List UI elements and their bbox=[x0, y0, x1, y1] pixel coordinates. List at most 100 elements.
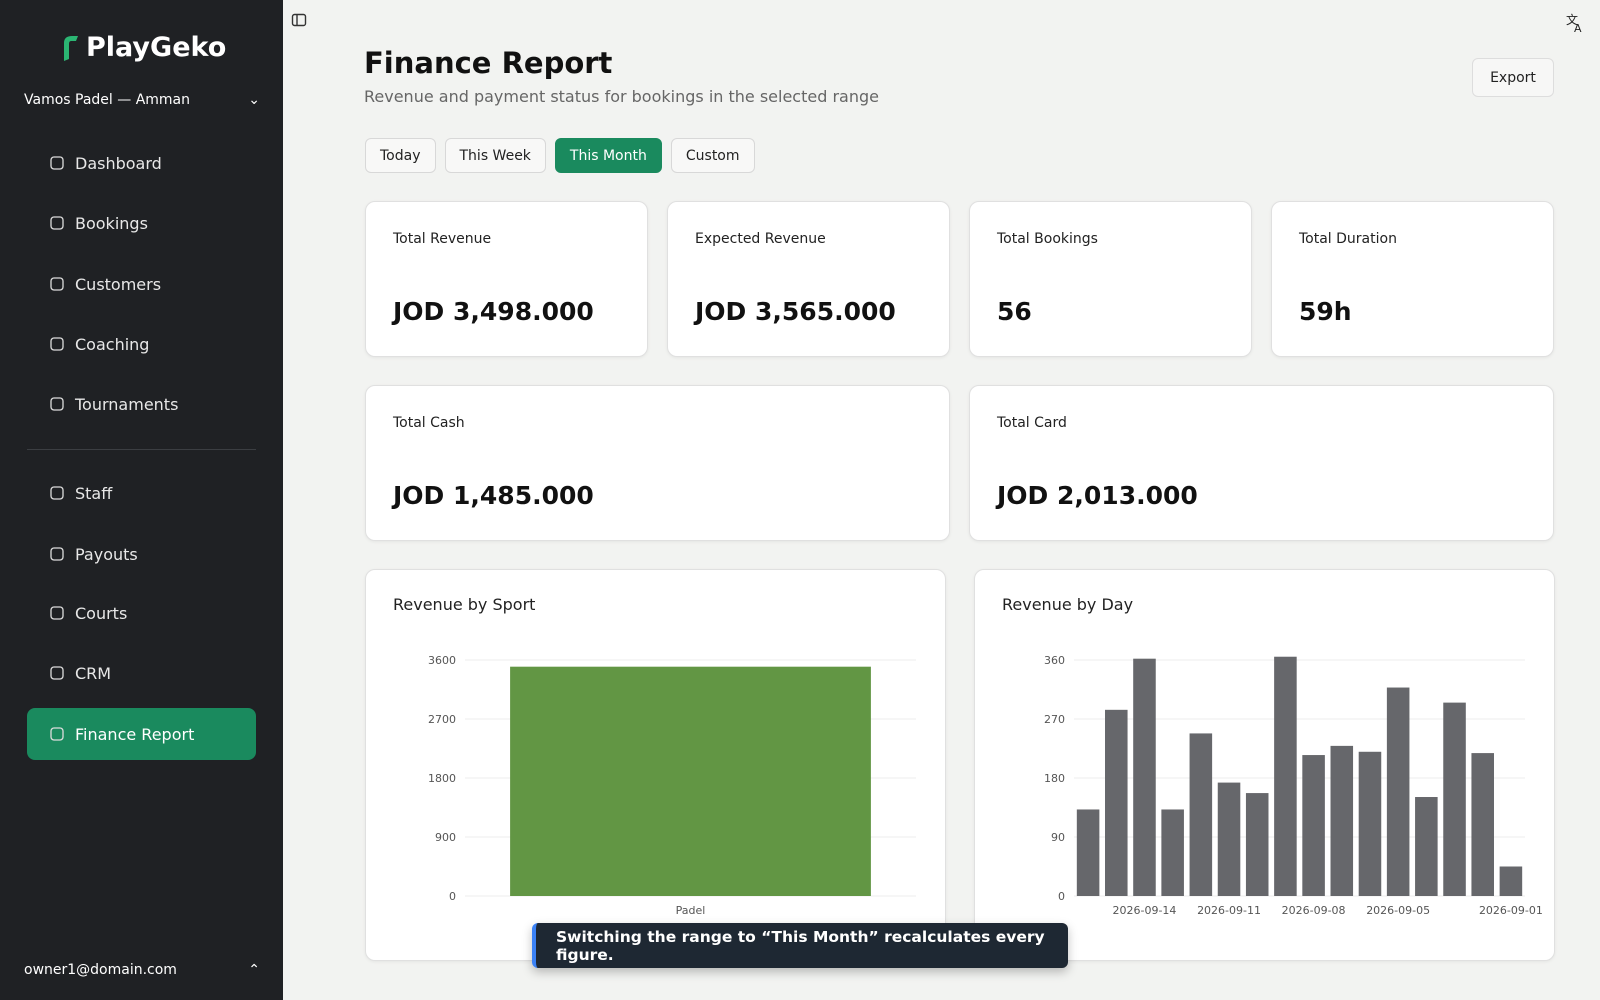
icon-shape bbox=[50, 216, 64, 230]
bar bbox=[1105, 709, 1128, 896]
chart-title: Revenue by Day bbox=[1002, 595, 1133, 614]
chart-card: Revenue by Day 0 90 180 270 360 2026-09-14 2026… bbox=[974, 569, 1555, 961]
nav-icon bbox=[50, 727, 64, 741]
bar bbox=[1471, 753, 1494, 896]
toast: Switching the range to “This Month” reca… bbox=[532, 923, 1068, 968]
nav-item[interactable]: Payouts bbox=[27, 528, 256, 580]
user-email: owner1@domain.com bbox=[24, 962, 177, 978]
nav-item[interactable]: Finance Report bbox=[27, 708, 256, 760]
logo-icon bbox=[64, 35, 78, 61]
page-subtitle: Revenue and payment status for bookings … bbox=[364, 87, 879, 106]
kpi-card: Expected Revenue JOD 3,565.000 bbox=[667, 201, 950, 357]
chart: Revenue by Sport 0 900 1800 2700 3600 Padel bbox=[393, 595, 916, 917]
nav-item[interactable]: Coaching bbox=[27, 318, 256, 370]
nav-item[interactable]: Tournaments bbox=[27, 378, 256, 430]
icon-shape bbox=[50, 277, 64, 291]
icon-shape bbox=[50, 337, 64, 351]
y-tick-label: 0 bbox=[449, 890, 456, 903]
nav-label: Payouts bbox=[75, 544, 138, 564]
nav-label: CRM bbox=[75, 663, 112, 683]
kpi-value: JOD 3,565.000 bbox=[695, 297, 896, 326]
export-button[interactable]: Export bbox=[1472, 58, 1554, 97]
x-tick-label: Padel bbox=[676, 904, 706, 917]
nav-icon bbox=[50, 216, 64, 230]
range-button[interactable]: Today bbox=[365, 138, 436, 173]
kpi-label: Total Revenue bbox=[393, 231, 492, 247]
icon-shape bbox=[50, 397, 64, 411]
y-tick-label: 0 bbox=[1058, 890, 1065, 903]
x-tick-label: 2026-09-05 bbox=[1366, 904, 1430, 917]
x-tick-label: 2026-09-11 bbox=[1197, 904, 1261, 917]
nav-icon bbox=[50, 486, 64, 500]
svg-text:A: A bbox=[1574, 22, 1582, 34]
kpi-value: JOD 2,013.000 bbox=[997, 481, 1198, 510]
bar bbox=[1443, 702, 1466, 896]
bar bbox=[510, 666, 871, 896]
y-tick-label: 2700 bbox=[428, 713, 456, 726]
nav-item[interactable]: Bookings bbox=[27, 197, 256, 249]
y-tick-label: 900 bbox=[435, 831, 456, 844]
nav-label: Staff bbox=[75, 483, 113, 503]
svg-text:文: 文 bbox=[1566, 12, 1578, 27]
bar bbox=[1386, 687, 1410, 896]
y-tick-label: 180 bbox=[1044, 772, 1065, 785]
nav-item[interactable]: Customers bbox=[27, 258, 256, 310]
kpi-card: Total Cash JOD 1,485.000 bbox=[365, 385, 950, 541]
kpi-label: Total Bookings bbox=[997, 231, 1098, 247]
nav-icon bbox=[50, 337, 64, 351]
y-tick-label: 360 bbox=[1044, 654, 1065, 667]
x-tick-label: 2026-09-01 bbox=[1479, 904, 1543, 917]
range-button[interactable]: This Week bbox=[444, 138, 546, 173]
nav-icon bbox=[50, 666, 64, 680]
sidebar: PlayGeko Vamos Padel — Amman ⌄ owner1@dom… bbox=[0, 0, 283, 1000]
nav-label: Dashboard bbox=[75, 153, 162, 173]
page-title: Finance Report bbox=[364, 46, 613, 80]
language-toggle[interactable]: 文A bbox=[1564, 12, 1586, 34]
bar bbox=[1245, 793, 1269, 896]
range-buttons: Today This Week This Month Custom bbox=[365, 138, 755, 173]
nav-label: Courts bbox=[75, 603, 128, 623]
kpi-card: Total Revenue JOD 3,498.000 bbox=[365, 201, 648, 357]
x-tick-label: 2026-09-08 bbox=[1282, 904, 1346, 917]
range-button[interactable]: Custom bbox=[670, 138, 755, 173]
chevron: ⌃ bbox=[248, 962, 260, 978]
sidebar-toggle[interactable] bbox=[291, 12, 307, 28]
venue-selector[interactable]: Vamos Padel — Amman ⌄ bbox=[24, 92, 260, 108]
y-tick-label: 270 bbox=[1044, 713, 1065, 726]
bar bbox=[1302, 755, 1325, 896]
venue-name: Vamos Padel — Amman bbox=[24, 92, 191, 108]
icon-shape bbox=[50, 666, 64, 680]
icon-shape bbox=[50, 606, 64, 620]
chevron: ⌄ bbox=[248, 92, 260, 108]
nav-icon bbox=[50, 547, 64, 561]
nav-icon bbox=[50, 397, 64, 411]
nav-item[interactable]: CRM bbox=[27, 647, 256, 699]
range-button[interactable]: This Month bbox=[554, 138, 662, 173]
nav-item[interactable]: Dashboard bbox=[27, 137, 256, 189]
kpi-label: Expected Revenue bbox=[695, 231, 826, 247]
nav-label: Finance Report bbox=[75, 724, 195, 744]
y-tick-label: 90 bbox=[1051, 831, 1065, 844]
nav-item[interactable]: Courts bbox=[27, 587, 256, 639]
kpi-label: Total Card bbox=[997, 415, 1067, 431]
y-tick-label: 3600 bbox=[428, 654, 456, 667]
bar bbox=[1161, 809, 1184, 896]
icon-shape bbox=[50, 547, 64, 561]
y-tick-label: 1800 bbox=[428, 772, 456, 785]
icon-shape bbox=[50, 156, 64, 170]
user-menu[interactable]: owner1@domain.com ⌃ bbox=[24, 962, 260, 978]
kpi-card: Total Duration 59h bbox=[1271, 201, 1554, 357]
chart-title: Revenue by Sport bbox=[393, 595, 535, 614]
nav-label: Customers bbox=[75, 274, 162, 294]
nav-label: Bookings bbox=[75, 213, 148, 233]
bar bbox=[1330, 745, 1354, 896]
kpi-card: Total Bookings 56 bbox=[969, 201, 1252, 357]
kpi-value: JOD 1,485.000 bbox=[393, 481, 594, 510]
kpi-label: Total Cash bbox=[393, 415, 465, 431]
kpi-card: Total Card JOD 2,013.000 bbox=[969, 385, 1554, 541]
icon-shape bbox=[50, 727, 64, 741]
chart-card: Revenue by Sport 0 900 1800 2700 3600 Padel bbox=[365, 569, 946, 961]
nav-item[interactable]: Staff bbox=[27, 467, 256, 519]
